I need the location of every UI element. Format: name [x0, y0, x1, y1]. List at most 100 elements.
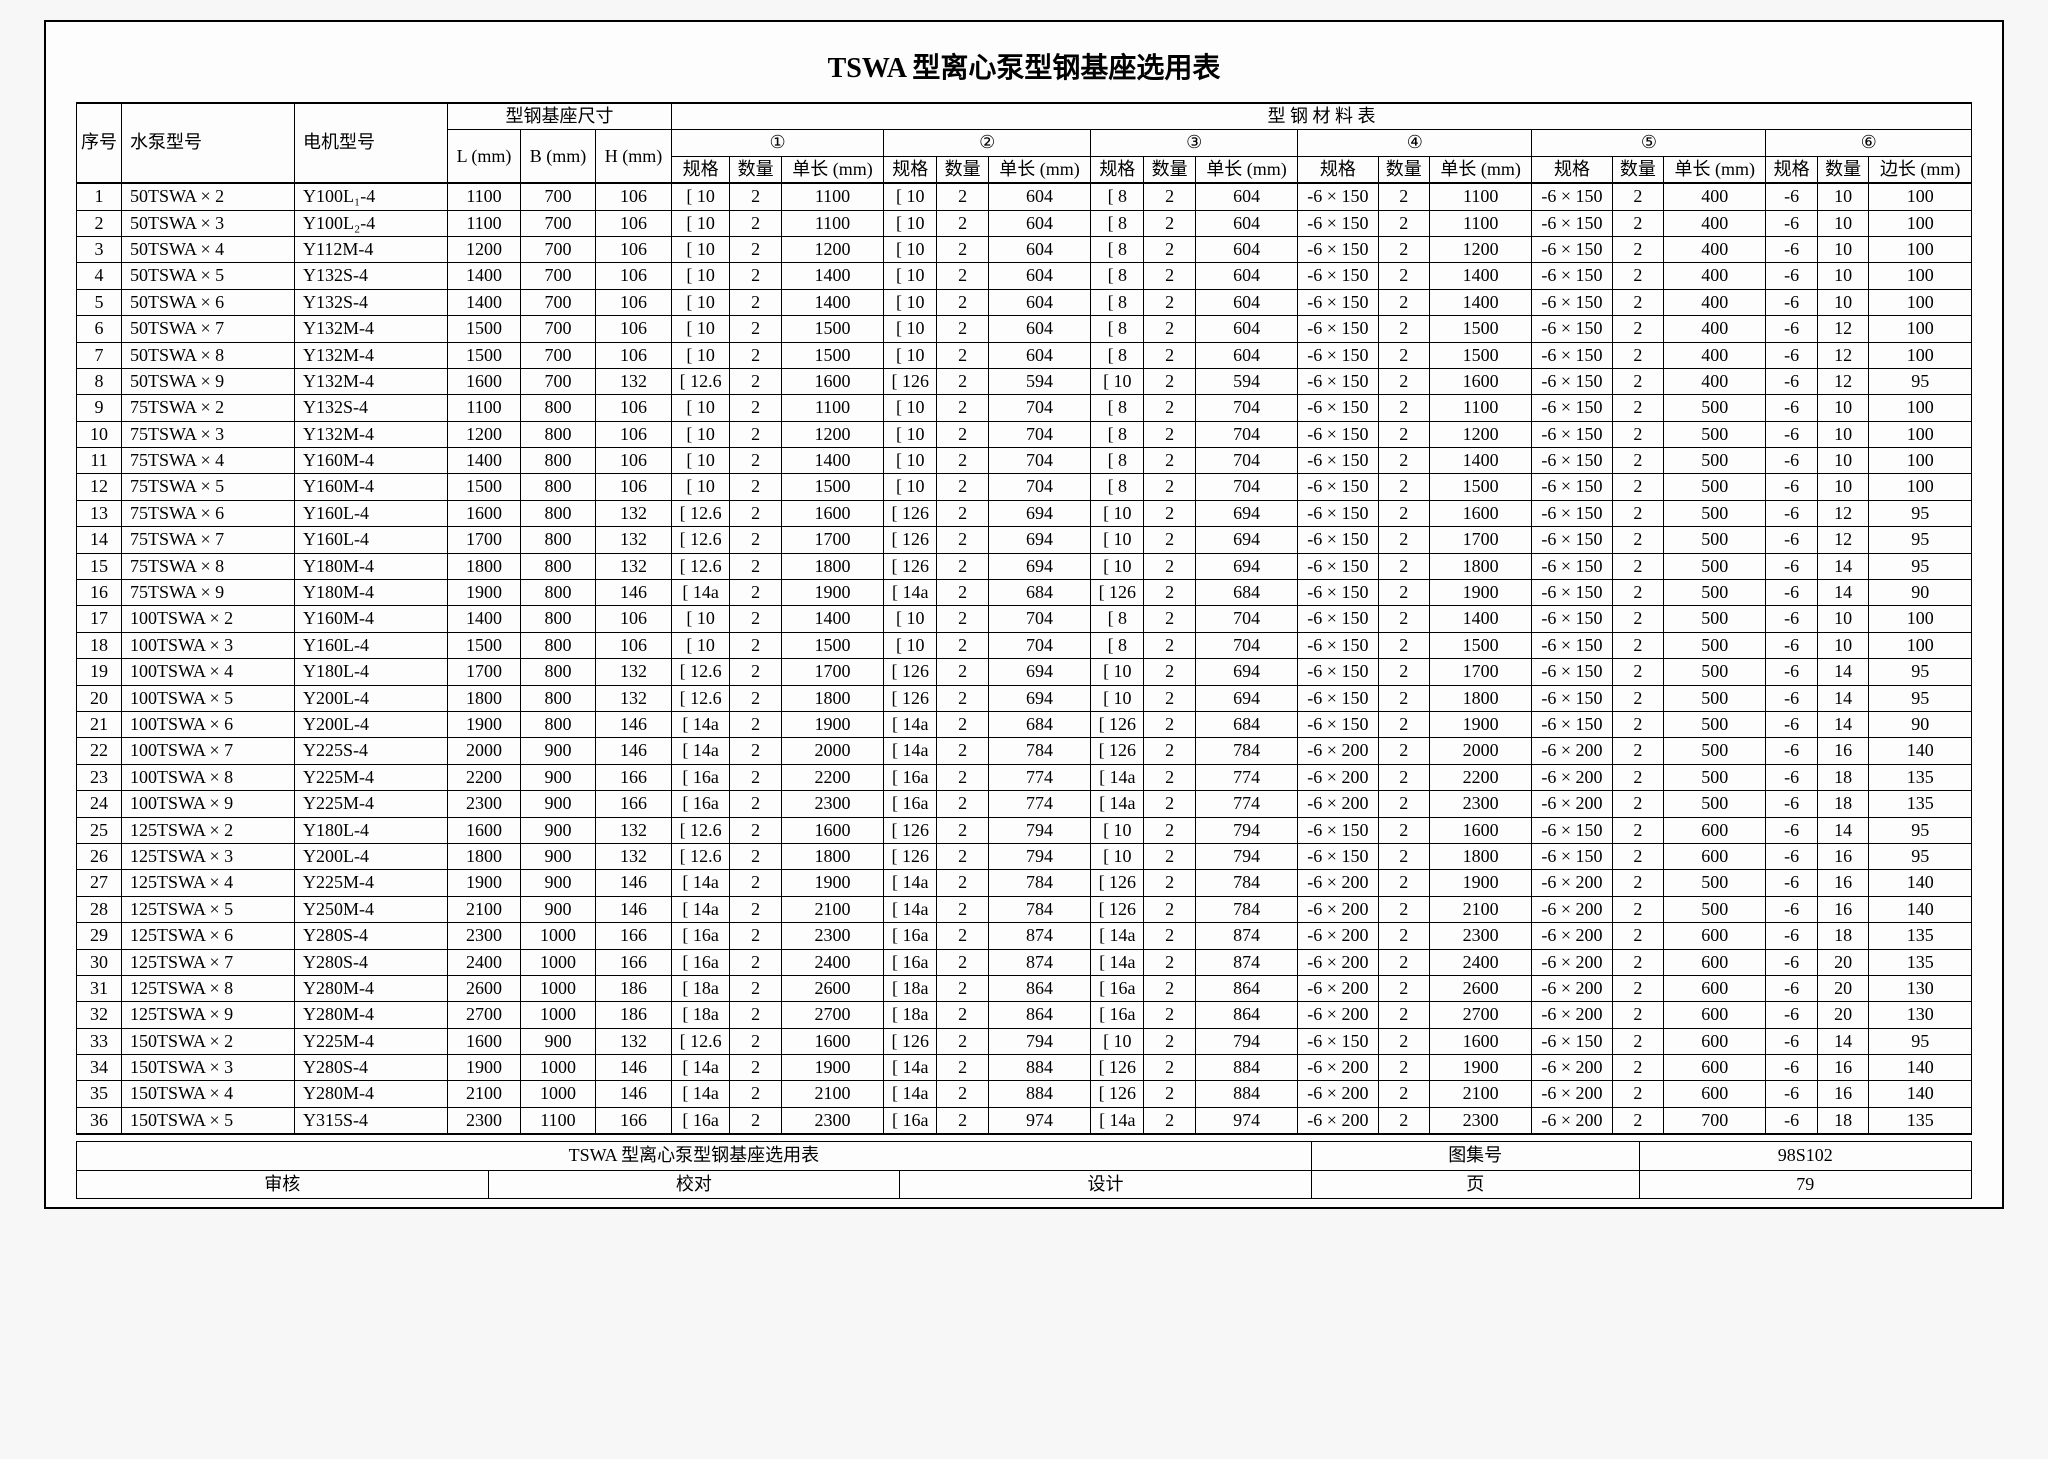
cell-edge: 95	[1869, 527, 1972, 553]
cell-s6: -6	[1766, 580, 1817, 606]
cell-s2: [ 16a	[884, 1107, 937, 1134]
cell-q3: 2	[1144, 685, 1195, 711]
cell-motor: Y160L-4	[295, 527, 448, 553]
cell-q3: 2	[1144, 659, 1195, 685]
cell-q6: 12	[1817, 368, 1868, 394]
cell-q4: 2	[1378, 263, 1429, 289]
cell-pump: 125TSWA × 6	[122, 923, 295, 949]
cell-q3: 2	[1144, 500, 1195, 526]
cell-s4: -6 × 150	[1298, 659, 1378, 685]
cell-edge: 95	[1869, 659, 1972, 685]
cell-q5: 2	[1612, 923, 1663, 949]
cell-s6: -6	[1766, 289, 1817, 315]
cell-s2: [ 126	[884, 817, 937, 843]
cell-q4: 2	[1378, 316, 1429, 342]
cell-l1: 1500	[781, 474, 883, 500]
cell-B: 700	[521, 263, 596, 289]
cell-s5: -6 × 150	[1532, 1028, 1612, 1054]
table-body: 150TSWA × 2Y100L₁-41100700106[ 1021100[ …	[77, 183, 1972, 1134]
cell-l4: 1800	[1429, 843, 1531, 869]
cell-l5: 400	[1664, 342, 1766, 368]
cell-l3: 684	[1195, 580, 1297, 606]
cell-q4: 2	[1378, 236, 1429, 262]
cell-L: 2600	[448, 975, 521, 1001]
cell-q6: 10	[1817, 263, 1868, 289]
cell-edge: 100	[1869, 210, 1972, 236]
cell-motor: Y180L-4	[295, 817, 448, 843]
cell-l1: 1700	[781, 527, 883, 553]
cell-H: 106	[595, 289, 671, 315]
table-row: 24100TSWA × 9Y225M-42300900166[ 16a22300…	[77, 791, 1972, 817]
cell-edge: 135	[1869, 923, 1972, 949]
cell-q5: 2	[1612, 632, 1663, 658]
cell-edge: 140	[1869, 738, 1972, 764]
cell-L: 1800	[448, 843, 521, 869]
cell-q5: 2	[1612, 421, 1663, 447]
cell-q5: 2	[1612, 1081, 1663, 1107]
cell-q4: 2	[1378, 606, 1429, 632]
cell-l2: 694	[988, 685, 1090, 711]
cell-q4: 2	[1378, 791, 1429, 817]
cell-H: 132	[595, 527, 671, 553]
cell-n: 24	[77, 791, 122, 817]
hdr-H: H (mm)	[595, 130, 671, 183]
cell-q4: 2	[1378, 368, 1429, 394]
cell-l5: 400	[1664, 263, 1766, 289]
cell-l1: 2200	[781, 764, 883, 790]
cell-l2: 704	[988, 632, 1090, 658]
cell-q3: 2	[1144, 1055, 1195, 1081]
cell-H: 106	[595, 606, 671, 632]
cell-s4: -6 × 150	[1298, 395, 1378, 421]
cell-l5: 700	[1664, 1107, 1766, 1134]
cell-q1: 2	[730, 949, 781, 975]
cell-q1: 2	[730, 896, 781, 922]
cell-l4: 1800	[1429, 553, 1531, 579]
cell-edge: 95	[1869, 685, 1972, 711]
cell-l4: 1900	[1429, 1055, 1531, 1081]
cell-l2: 594	[988, 368, 1090, 394]
cell-l1: 2300	[781, 1107, 883, 1134]
cell-H: 132	[595, 1028, 671, 1054]
cell-pump: 50TSWA × 4	[122, 236, 295, 262]
cell-n: 36	[77, 1107, 122, 1134]
cell-s4: -6 × 150	[1298, 606, 1378, 632]
cell-q4: 2	[1378, 1055, 1429, 1081]
cell-q2: 2	[937, 870, 988, 896]
cell-s3: [ 8	[1091, 183, 1144, 210]
cell-l2: 704	[988, 421, 1090, 447]
hdr-qty: 数量	[937, 156, 988, 183]
cell-q1: 2	[730, 553, 781, 579]
cell-l3: 704	[1195, 606, 1297, 632]
cell-s2: [ 16a	[884, 791, 937, 817]
cell-s2: [ 10	[884, 421, 937, 447]
cell-pump: 75TSWA × 3	[122, 421, 295, 447]
cell-B: 800	[521, 685, 596, 711]
cell-q4: 2	[1378, 448, 1429, 474]
hdr-qty: 数量	[1612, 156, 1663, 183]
cell-L: 2300	[448, 923, 521, 949]
cell-q5: 2	[1612, 527, 1663, 553]
cell-q3: 2	[1144, 870, 1195, 896]
cell-s4: -6 × 150	[1298, 474, 1378, 500]
cell-pump: 125TSWA × 9	[122, 1002, 295, 1028]
table-row: 17100TSWA × 2Y160M-41400800106[ 1021400[…	[77, 606, 1972, 632]
cell-q4: 2	[1378, 1107, 1429, 1134]
cell-l4: 2300	[1429, 791, 1531, 817]
cell-q1: 2	[730, 870, 781, 896]
cell-q4: 2	[1378, 183, 1429, 210]
cell-n: 16	[77, 580, 122, 606]
cell-s5: -6 × 200	[1532, 1055, 1612, 1081]
table-row: 550TSWA × 6Y132S-41400700106[ 1021400[ 1…	[77, 289, 1972, 315]
cell-n: 20	[77, 685, 122, 711]
cell-q6: 14	[1817, 1028, 1868, 1054]
cell-l4: 1100	[1429, 395, 1531, 421]
cell-n: 8	[77, 368, 122, 394]
cell-q1: 2	[730, 1107, 781, 1134]
hdr-spec: 规格	[1298, 156, 1378, 183]
cell-s5: -6 × 150	[1532, 659, 1612, 685]
cell-s3: [ 8	[1091, 395, 1144, 421]
cell-q6: 14	[1817, 817, 1868, 843]
cell-q6: 18	[1817, 764, 1868, 790]
cell-q3: 2	[1144, 210, 1195, 236]
cell-B: 700	[521, 210, 596, 236]
